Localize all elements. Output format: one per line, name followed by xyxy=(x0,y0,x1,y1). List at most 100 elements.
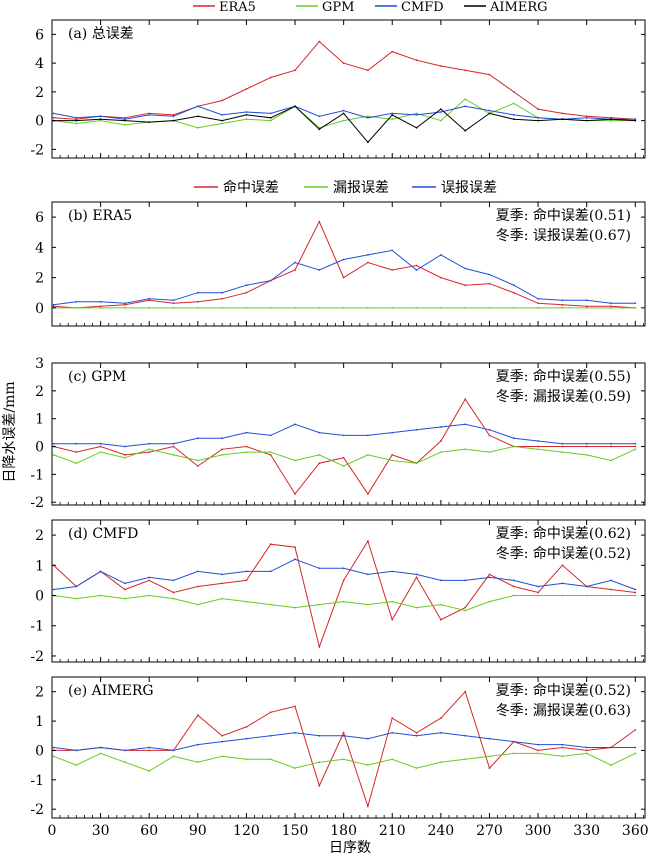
legend-label-aimerg: AIMERG xyxy=(489,0,548,15)
data-point xyxy=(634,729,637,731)
data-point xyxy=(269,434,272,437)
data-point xyxy=(269,119,272,122)
data-point xyxy=(269,279,272,282)
data-point xyxy=(124,307,126,309)
data-point xyxy=(342,758,345,761)
data-point xyxy=(367,493,369,495)
y-tick-label: -1 xyxy=(30,773,44,789)
data-point xyxy=(367,805,369,808)
data-point xyxy=(221,291,224,294)
data-point xyxy=(221,734,224,737)
data-point xyxy=(318,761,321,764)
data-point xyxy=(294,269,296,271)
data-point xyxy=(318,454,321,456)
data-point xyxy=(245,445,248,448)
data-point xyxy=(148,297,151,300)
data-point xyxy=(99,300,102,303)
data-point xyxy=(245,600,248,603)
data-point xyxy=(391,118,394,121)
series-line-cmfd-2 xyxy=(53,105,636,120)
data-point xyxy=(391,459,394,462)
data-point xyxy=(367,116,369,119)
data-point xyxy=(245,451,248,453)
y-tick-label: -1 xyxy=(30,467,44,483)
data-point xyxy=(342,307,345,309)
y-tick-label: 1 xyxy=(35,558,44,574)
data-point xyxy=(585,115,588,118)
data-point xyxy=(99,451,102,453)
data-point xyxy=(367,307,369,309)
legend-label-gpm: GPM xyxy=(322,0,354,15)
data-point xyxy=(537,116,539,119)
x-tick-label: 360 xyxy=(622,823,649,839)
data-point xyxy=(172,307,175,309)
data-point xyxy=(196,761,199,764)
data-point xyxy=(52,588,55,591)
x-tick-label: 120 xyxy=(233,823,260,839)
data-point xyxy=(124,761,126,764)
data-point xyxy=(440,276,442,279)
data-point xyxy=(610,307,612,309)
data-point xyxy=(245,570,248,573)
data-point xyxy=(415,59,418,62)
data-point xyxy=(294,705,296,708)
data-point xyxy=(172,749,175,752)
data-point xyxy=(512,118,515,121)
data-point xyxy=(294,69,296,72)
x-tick-label: 330 xyxy=(573,823,600,839)
data-point xyxy=(99,746,102,749)
data-point xyxy=(196,300,199,303)
data-point xyxy=(99,305,102,308)
data-point xyxy=(221,99,224,102)
data-point xyxy=(488,451,491,453)
data-point xyxy=(148,594,151,597)
data-point xyxy=(512,307,515,309)
data-point xyxy=(391,600,394,603)
data-point xyxy=(585,445,588,448)
data-point xyxy=(585,299,588,302)
data-point xyxy=(148,770,151,772)
data-point xyxy=(415,126,418,129)
data-point xyxy=(585,746,588,749)
data-point xyxy=(512,579,515,582)
data-point xyxy=(196,714,199,717)
data-point xyxy=(512,114,515,116)
data-point xyxy=(561,303,564,306)
data-point xyxy=(245,88,248,90)
data-point xyxy=(440,108,442,110)
data-point xyxy=(440,761,442,764)
data-point xyxy=(342,258,345,261)
data-point xyxy=(512,594,515,597)
panel-title: (a) 总误差 xyxy=(68,26,134,42)
data-point xyxy=(415,606,418,609)
data-point xyxy=(488,576,491,579)
data-point xyxy=(196,743,199,746)
data-point xyxy=(124,588,126,591)
data-point xyxy=(99,594,102,597)
y-tick-label: 6 xyxy=(35,210,44,226)
data-point xyxy=(561,118,564,121)
data-point xyxy=(367,573,369,576)
data-point xyxy=(294,731,296,734)
data-point xyxy=(488,282,491,285)
data-point xyxy=(318,567,321,570)
data-point xyxy=(610,445,612,448)
data-point xyxy=(269,603,272,606)
data-point xyxy=(610,116,612,119)
data-point xyxy=(318,784,321,787)
data-point xyxy=(415,114,418,116)
data-point xyxy=(52,454,55,456)
data-point xyxy=(634,307,637,309)
plot-frame xyxy=(51,201,646,327)
data-point xyxy=(172,579,175,582)
data-point xyxy=(99,118,102,121)
x-tick-label: 30 xyxy=(92,823,110,839)
panel-annotation-summer: 夏季: 命中误差(0.62) xyxy=(496,525,631,542)
data-point xyxy=(294,105,296,108)
data-point xyxy=(537,108,539,110)
data-point xyxy=(245,758,248,761)
data-point xyxy=(440,307,442,309)
data-point xyxy=(99,570,102,573)
